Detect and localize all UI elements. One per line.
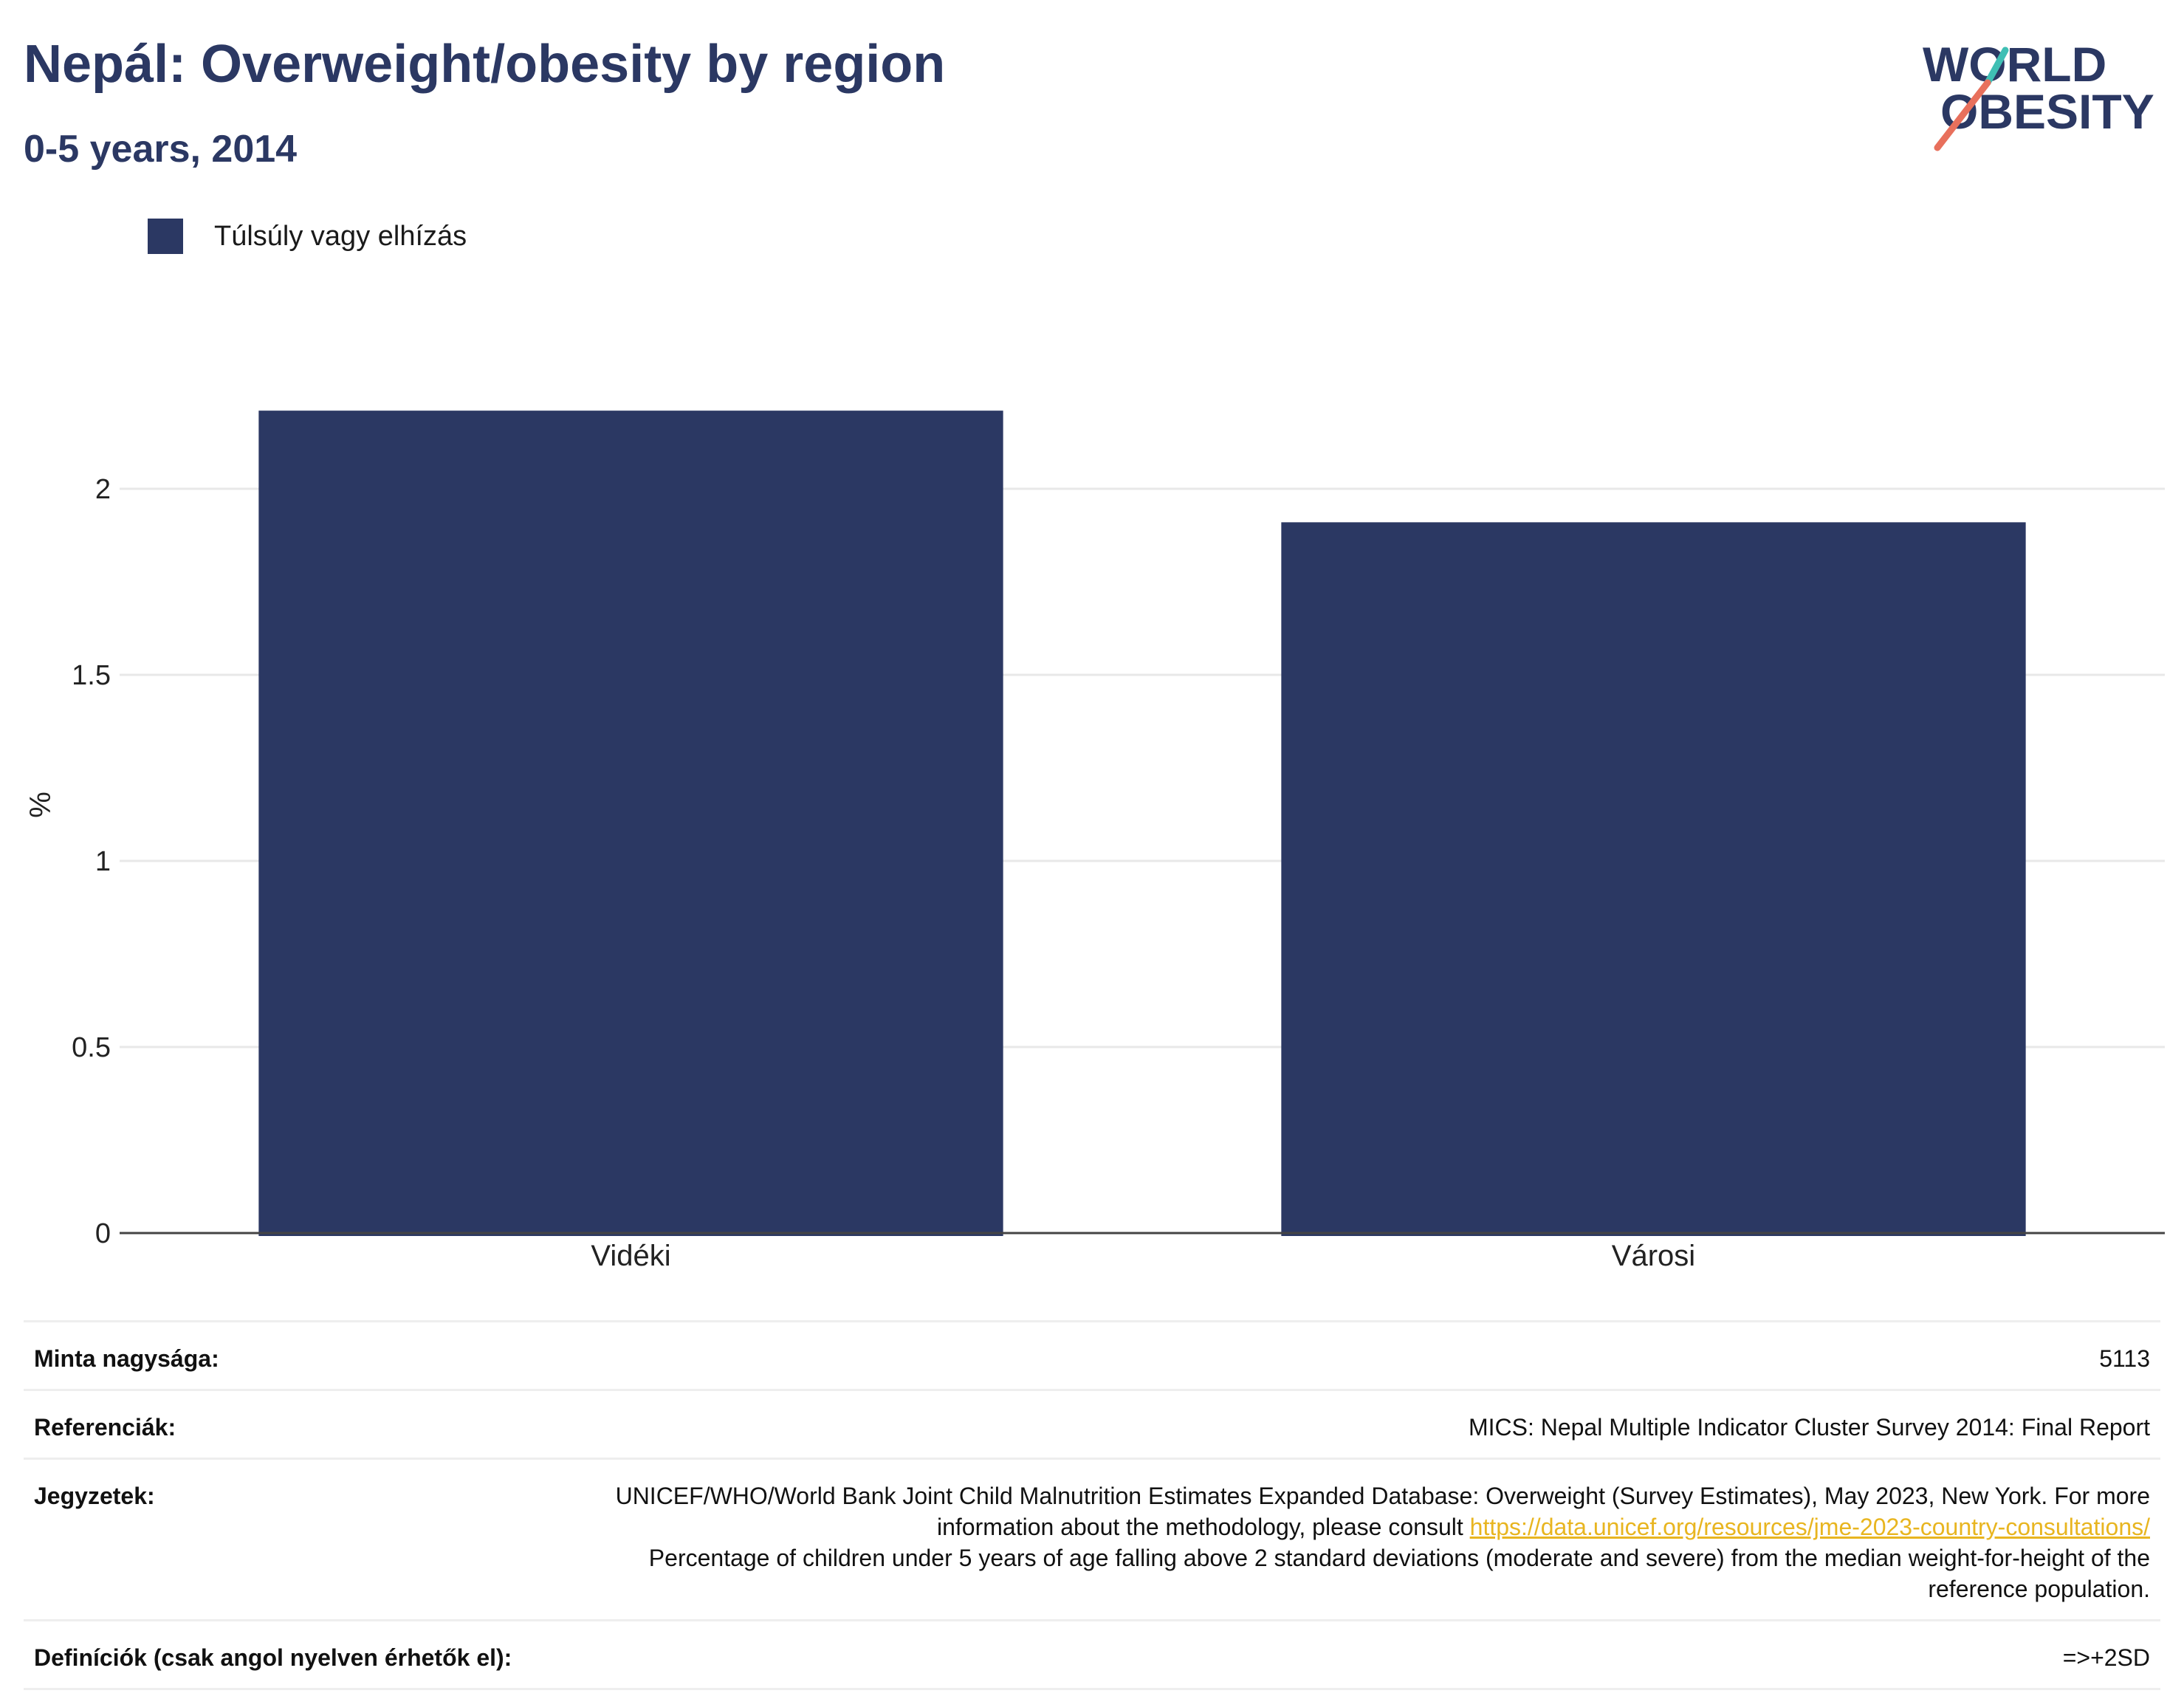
page-subtitle: 0-5 years, 2014	[24, 128, 298, 171]
logo-text-world: WORLD	[1923, 37, 2106, 92]
legend-swatch	[148, 219, 183, 254]
x-category-label: Vidéki	[591, 1240, 670, 1272]
references-value: MICS: Nepal Multiple Indicator Cluster S…	[1468, 1414, 2150, 1441]
notes-text-2: Percentage of children under 5 years of …	[648, 1545, 2150, 1602]
notes-value: UNICEF/WHO/World Bank Joint Child Malnut…	[614, 1480, 2150, 1604]
logo-slash-coral	[1934, 79, 1991, 151]
bar-varosi[interactable]	[1281, 522, 2026, 1236]
y-axis-label: %	[24, 792, 57, 818]
y-tick-label: 0.5	[72, 1032, 111, 1063]
x-category-label: Városi	[1612, 1240, 1695, 1272]
page-title: Nepál: Overweight/obesity by region	[24, 35, 946, 94]
logo-slash-teal	[1984, 47, 2009, 86]
sample-size-label: Minta nagysága:	[34, 1345, 219, 1372]
info-row-sample: Minta nagysága: 5113	[24, 1322, 2160, 1391]
y-tick-label: 1	[95, 846, 111, 877]
y-tick-label: 2	[95, 474, 111, 505]
info-row-definitions: Definíciók (csak angol nyelven érhetők e…	[24, 1621, 2160, 1690]
notes-text-1: UNICEF/WHO/World Bank Joint Child Malnut…	[615, 1483, 2150, 1540]
world-obesity-logo: WORLD OBESITY	[1923, 37, 2154, 151]
notes-link[interactable]: https://data.unicef.org/resources/jme-20…	[1469, 1514, 2150, 1540]
sample-size-value: 5113	[2099, 1345, 2150, 1372]
info-row-notes: Jegyzetek: UNICEF/WHO/World Bank Joint C…	[24, 1460, 2160, 1621]
definitions-value: =>+2SD	[2062, 1644, 2150, 1671]
y-tick-label: 0	[95, 1218, 111, 1249]
y-tick-labels: 0 0.5 1 1.5 2	[72, 474, 111, 1249]
bars	[258, 411, 2026, 1237]
legend-label: Túlsúly vagy elhízás	[214, 220, 467, 252]
x-category-labels: Vidéki Városi	[591, 1240, 1695, 1272]
info-table: Minta nagysága: 5113 Referenciák: MICS: …	[24, 1320, 2160, 1690]
bar-videki[interactable]	[258, 411, 1003, 1237]
legend[interactable]: Túlsúly vagy elhízás	[148, 219, 467, 254]
definitions-label: Definíciók (csak angol nyelven érhetők e…	[34, 1644, 512, 1671]
references-label: Referenciák:	[34, 1414, 176, 1441]
notes-label: Jegyzetek:	[34, 1483, 155, 1509]
bar-chart: 0 0.5 1 1.5 2 Vidéki Városi %	[24, 411, 2165, 1272]
info-row-references: Referenciák: MICS: Nepal Multiple Indica…	[24, 1391, 2160, 1460]
y-tick-label: 1.5	[72, 660, 111, 691]
